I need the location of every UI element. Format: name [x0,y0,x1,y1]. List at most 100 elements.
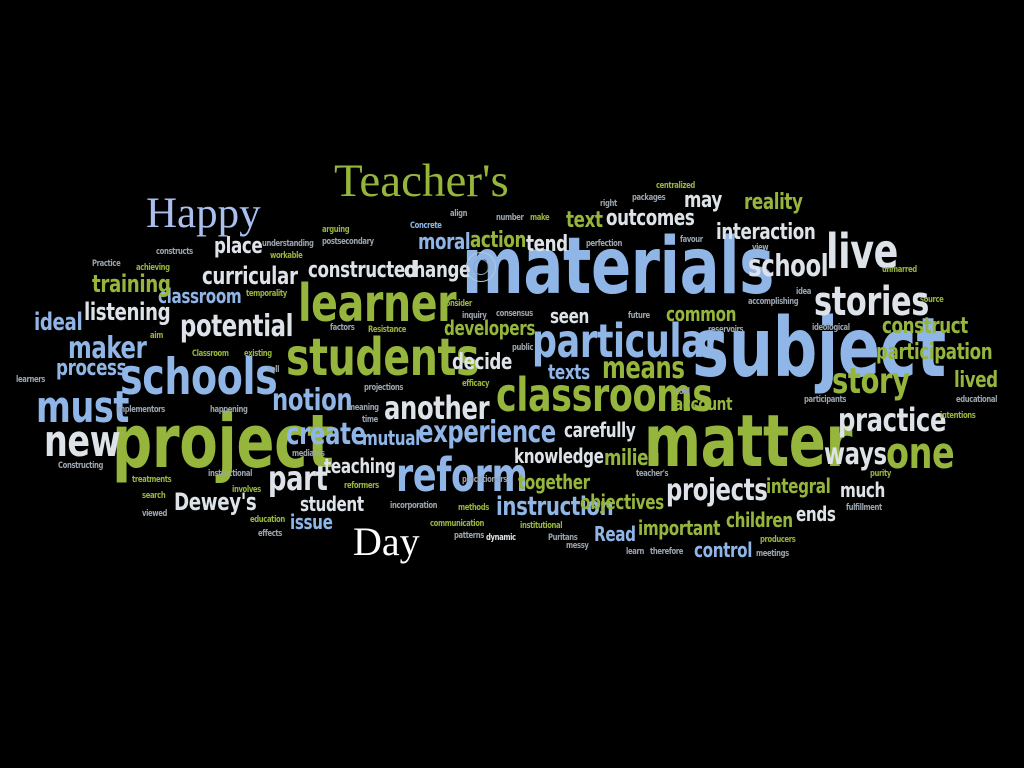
word-right: right [600,199,617,209]
word-school: school [748,249,829,284]
word-search: search [142,491,166,501]
word-reformers: reformers [344,481,379,491]
word-together: together [518,470,590,494]
word-teachers-s: teacher's [636,469,669,479]
word-ways: ways [824,437,887,472]
word-communication: communication [430,519,485,529]
word-stories: stories [814,279,929,325]
word-factors: factors [330,323,355,333]
word-ideological: ideological [812,323,850,333]
word-students: students [286,328,480,388]
word-understanding: understanding [262,239,314,249]
word-developers: developers [444,316,535,340]
word-fulfillment: fulfillment [846,503,882,513]
word-practice-s: Practice [92,259,121,269]
caption-day: Day [353,519,420,564]
word-practice: practice [838,401,947,439]
word-project: project [112,399,334,485]
word-deweys: Dewey's [174,488,257,516]
word-common: common [666,302,737,326]
word-viewed: viewed [142,509,168,519]
word-public: public [512,343,534,353]
word-idea: idea [796,287,811,297]
word-reality: reality [744,190,803,215]
word-consider: consider [442,299,472,309]
word-projections: projections [364,383,404,393]
word-decide: decide [452,350,512,375]
word-subject: subject [692,301,946,396]
word-source: source [920,295,944,305]
word-producers: producers [760,535,796,545]
word-schools: schools [120,348,278,406]
word-projects: projects [666,473,768,508]
word-resistance: Resistance [368,325,407,335]
word-constructing: Constructing [58,461,104,471]
word-instruction: instruction [496,492,614,522]
word-issue: issue [290,510,333,534]
word-account: account [674,394,733,415]
word-live: live [826,224,899,280]
word-change: change [404,258,471,283]
word-curricular: curricular [202,262,298,290]
seal-logo-icon [466,252,496,282]
word-incorporation: incorporation [390,501,438,511]
word-postsecondary: postsecondary [322,237,374,247]
word-create: create [286,417,366,452]
word-messy: messy [566,541,589,551]
word-moral: moral [418,230,471,255]
word-patterns: patterns [454,531,484,541]
word-instructional: instructional [208,469,253,479]
word-part: part [268,459,328,499]
word-time: time [362,415,378,425]
word-existing: existing [244,349,272,359]
word-knowledge: knowledge [514,444,604,468]
word-puritans: Puritans [548,533,578,543]
word-lived: lived [954,368,998,393]
word-text: text [566,208,603,233]
word-constructs: constructs [156,247,193,257]
word-means: means [602,351,685,386]
word-learners: learners [16,375,45,385]
word-reform: reform [396,448,528,502]
word-arguing: arguing [322,225,350,235]
word-learn: learn [626,547,644,557]
word-another: another [384,389,490,427]
word-implementors: implementors [116,405,165,415]
word-view: view [752,243,769,253]
word-classroom: classroom [158,284,242,308]
word-action: action [470,228,527,253]
word-constructed: constructed [308,258,417,283]
word-training: training [92,270,171,298]
word-texts: texts [548,360,590,384]
word-perfection: perfection [586,239,622,249]
word-carefully: carefully [564,418,636,442]
caption-teachers: Teacher's [334,155,509,207]
word-efficacy: efficacy [462,379,490,389]
word-listening: listening [84,298,171,326]
word-interaction: interaction [716,220,816,245]
word-tell: tell [268,365,280,375]
word-practitioners: practitioners [462,475,507,485]
word-meaning: meaning [348,403,379,413]
word-read: Read [594,522,636,546]
word-dynamic: dynamic [486,533,516,543]
word-aim: aim [150,331,163,341]
word-objectives: objectives [580,490,664,514]
word-milieu: milieu [604,446,660,471]
word-ends: ends [796,502,836,526]
word-important: important [638,516,721,540]
word-purity: purity [870,469,891,479]
word-favour: favour [680,235,703,245]
word-achieving: achieving [136,263,170,273]
word-experience: experience [418,415,556,450]
word-must: must [36,382,130,433]
word-matter: matter [644,399,853,483]
word-classrooms: classrooms [496,368,713,422]
word-place: place [214,234,263,259]
word-make: make [530,213,550,223]
word-temporality: temporality [246,289,287,299]
word-may: may [684,188,722,213]
word-teaching: teaching [324,454,396,478]
word-mutual: mutual [362,426,420,450]
word-construct: construct [882,314,968,339]
